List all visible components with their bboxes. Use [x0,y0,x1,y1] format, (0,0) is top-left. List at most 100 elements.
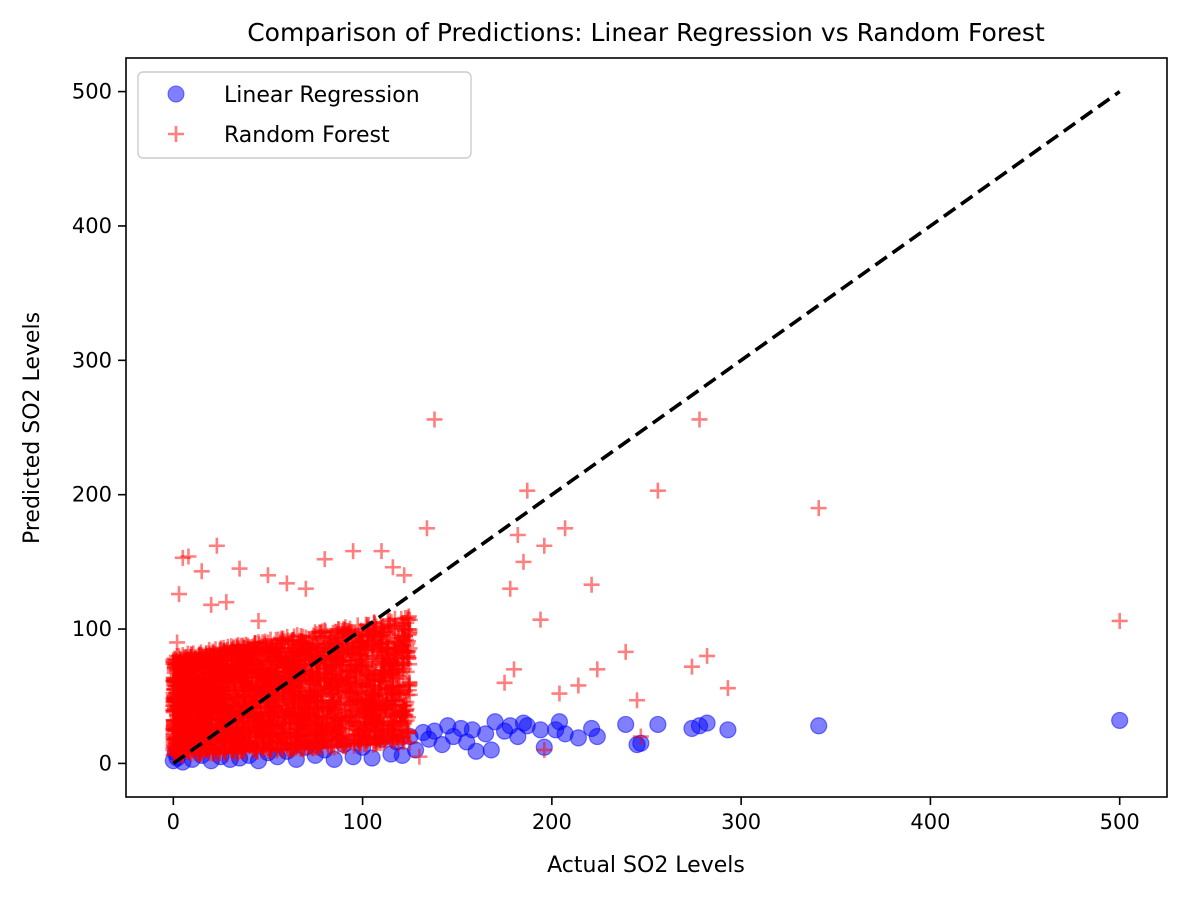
point-random-forest-dense [277,655,294,672]
point-random-forest-dense [323,675,340,692]
x-tick-label-500: 500 [1100,810,1140,834]
point-random-forest-dense [306,676,323,693]
point-random-forest-dense [165,673,182,690]
point-random-forest-dense [320,738,337,755]
point-random-forest-10 [589,661,606,678]
x-tick-label-200: 200 [532,810,572,834]
point-random-forest-dense [338,663,355,680]
point-random-forest-dense [284,714,301,731]
point-random-forest-dense [336,701,353,718]
x-tick-label-400: 400 [910,810,950,834]
point-random-forest-11 [583,576,600,593]
point-linear-regression-5 [683,719,701,738]
point-random-forest-dense [395,706,412,723]
point-random-forest-37 [218,594,235,611]
point-random-forest-dense [327,648,344,665]
point-random-forest-36 [231,560,248,577]
point-random-forest-35 [250,612,267,629]
point-random-forest-dense [279,628,296,645]
point-random-forest-dense [346,731,363,748]
point-random-forest-dense [292,717,309,734]
point-random-forest-dense [340,652,357,669]
point-random-forest-dense [383,630,400,647]
point-random-forest-dense [181,654,198,671]
point-random-forest-dense [200,704,217,721]
point-random-forest-30 [345,543,362,560]
point-random-forest-42 [174,549,191,566]
point-random-forest-12 [570,677,587,694]
point-random-forest-dense [211,642,228,659]
point-random-forest-25 [418,520,435,537]
point-random-forest-dense [333,693,350,710]
point-linear-regression-0 [1111,711,1129,730]
point-random-forest-dense [286,704,303,721]
point-linear-regression-23 [486,713,504,731]
point-random-forest-dense [280,644,297,661]
point-random-forest-dense [168,656,185,673]
point-random-forest-dense [181,719,198,736]
point-random-forest-dense [331,650,348,667]
point-random-forest-dense [344,685,361,702]
point-linear-regression-1 [810,717,828,735]
point-random-forest-dense [395,677,412,694]
point-random-forest-dense [381,616,398,633]
point-random-forest-dense [360,628,377,645]
point-random-forest-dense [344,638,361,655]
point-random-forest-dense [273,651,290,668]
point-random-forest-dense [345,707,362,724]
point-random-forest-23 [496,674,513,691]
legend-label-linear-regression: Linear Regression [224,83,420,108]
x-tick-label-0: 0 [167,810,180,834]
point-random-forest-dense [370,639,387,656]
point-random-forest-dense [262,686,279,703]
point-random-forest-dense [399,722,416,739]
point-random-forest-dense [269,733,286,750]
point-random-forest-dense [330,720,347,737]
point-random-forest-dense [395,615,412,632]
point-random-forest-dense [225,640,242,657]
point-random-forest-dense [240,709,257,726]
y-tick-label-0: 0 [99,751,112,775]
point-random-forest-dense [306,727,323,744]
point-random-forest-20 [509,526,526,543]
point-random-forest-24 [426,411,443,428]
point-random-forest-dense [324,661,341,678]
point-random-forest-dense [337,738,354,755]
point-random-forest-dense [236,724,253,741]
plot-frame [125,57,1168,798]
point-random-forest-38 [208,537,225,554]
point-random-forest-9 [617,643,634,660]
point-random-forest-dense [230,660,247,677]
point-random-forest-43 [170,586,187,603]
point-random-forest-dense [172,657,189,674]
point-random-forest-16 [536,741,553,758]
x-tick-label-300: 300 [721,810,761,834]
point-random-forest-dense [342,713,359,730]
point-random-forest-46 [165,701,182,718]
y-tick-label-400: 400 [72,214,112,238]
point-random-forest-15 [536,537,553,554]
point-linear-regression-8 [628,735,646,754]
x-tick-label-100: 100 [343,810,383,834]
point-linear-regression-40 [382,745,400,763]
point-random-forest-4 [691,411,708,428]
point-random-forest-dense [232,656,249,673]
point-random-forest-dense [309,637,326,654]
point-random-forest-dense [398,663,415,680]
point-random-forest-dense [307,691,324,708]
point-random-forest-22 [502,580,519,597]
point-random-forest-19 [515,553,532,570]
point-random-forest-dense [316,678,333,695]
point-linear-regression-2 [719,721,737,739]
point-random-forest-7 [632,728,649,745]
point-random-forest-1 [810,500,827,517]
point-random-forest-dense [399,643,416,660]
point-random-forest-dense [274,696,291,713]
point-random-forest-dense [240,676,257,693]
point-linear-regression-9 [617,715,635,734]
point-random-forest-dense [354,720,371,737]
point-random-forest-dense [261,715,278,732]
point-random-forest-dense [233,742,250,759]
point-random-forest-dense [344,729,361,746]
